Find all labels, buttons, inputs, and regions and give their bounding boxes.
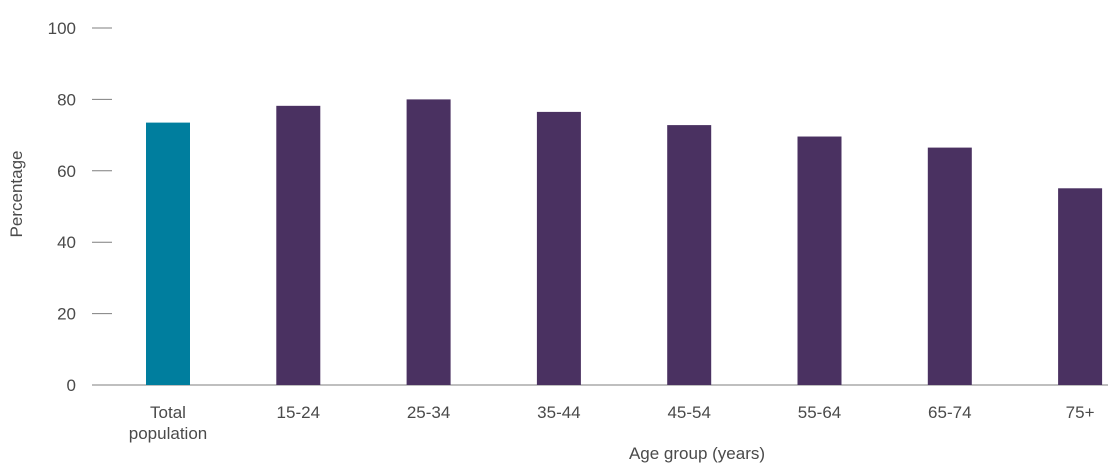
bars xyxy=(146,99,1103,386)
y-tick-label: 60 xyxy=(57,162,76,181)
bar-total-population xyxy=(146,122,190,385)
bar-45-54 xyxy=(667,125,712,385)
bar-75- xyxy=(1058,188,1103,385)
bar-55-64 xyxy=(797,136,842,385)
x-tick-label: 25-34 xyxy=(407,403,450,422)
y-tick-label: 100 xyxy=(48,19,76,38)
bar-35-44 xyxy=(536,111,581,386)
y-tick-label: 80 xyxy=(57,90,76,109)
x-tick-label: 75+ xyxy=(1066,403,1095,422)
x-tick-label: Total population xyxy=(129,403,207,443)
y-tick-label: 20 xyxy=(57,305,76,324)
bar-15-24 xyxy=(276,105,321,386)
bar-65-74 xyxy=(927,147,972,385)
x-axis-title: Age group (years) xyxy=(629,444,765,463)
y-tick-label: 40 xyxy=(57,233,76,252)
x-tick-label: 35-44 xyxy=(537,403,580,422)
y-tick-label: 0 xyxy=(67,376,76,395)
x-tick-label: 45-54 xyxy=(667,403,710,422)
x-tick-label: 65-74 xyxy=(928,403,971,422)
x-tick-label: 15-24 xyxy=(277,403,320,422)
x-tick-label: 55-64 xyxy=(798,403,841,422)
bar-25-34 xyxy=(406,99,451,386)
x-tick-labels: Total population 15-24 25-34 35-44 45-54 55-64… xyxy=(129,403,1095,443)
y-axis-title: Percentage xyxy=(7,151,26,238)
y-axis: 0 20 40 60 80 100 xyxy=(48,19,112,395)
